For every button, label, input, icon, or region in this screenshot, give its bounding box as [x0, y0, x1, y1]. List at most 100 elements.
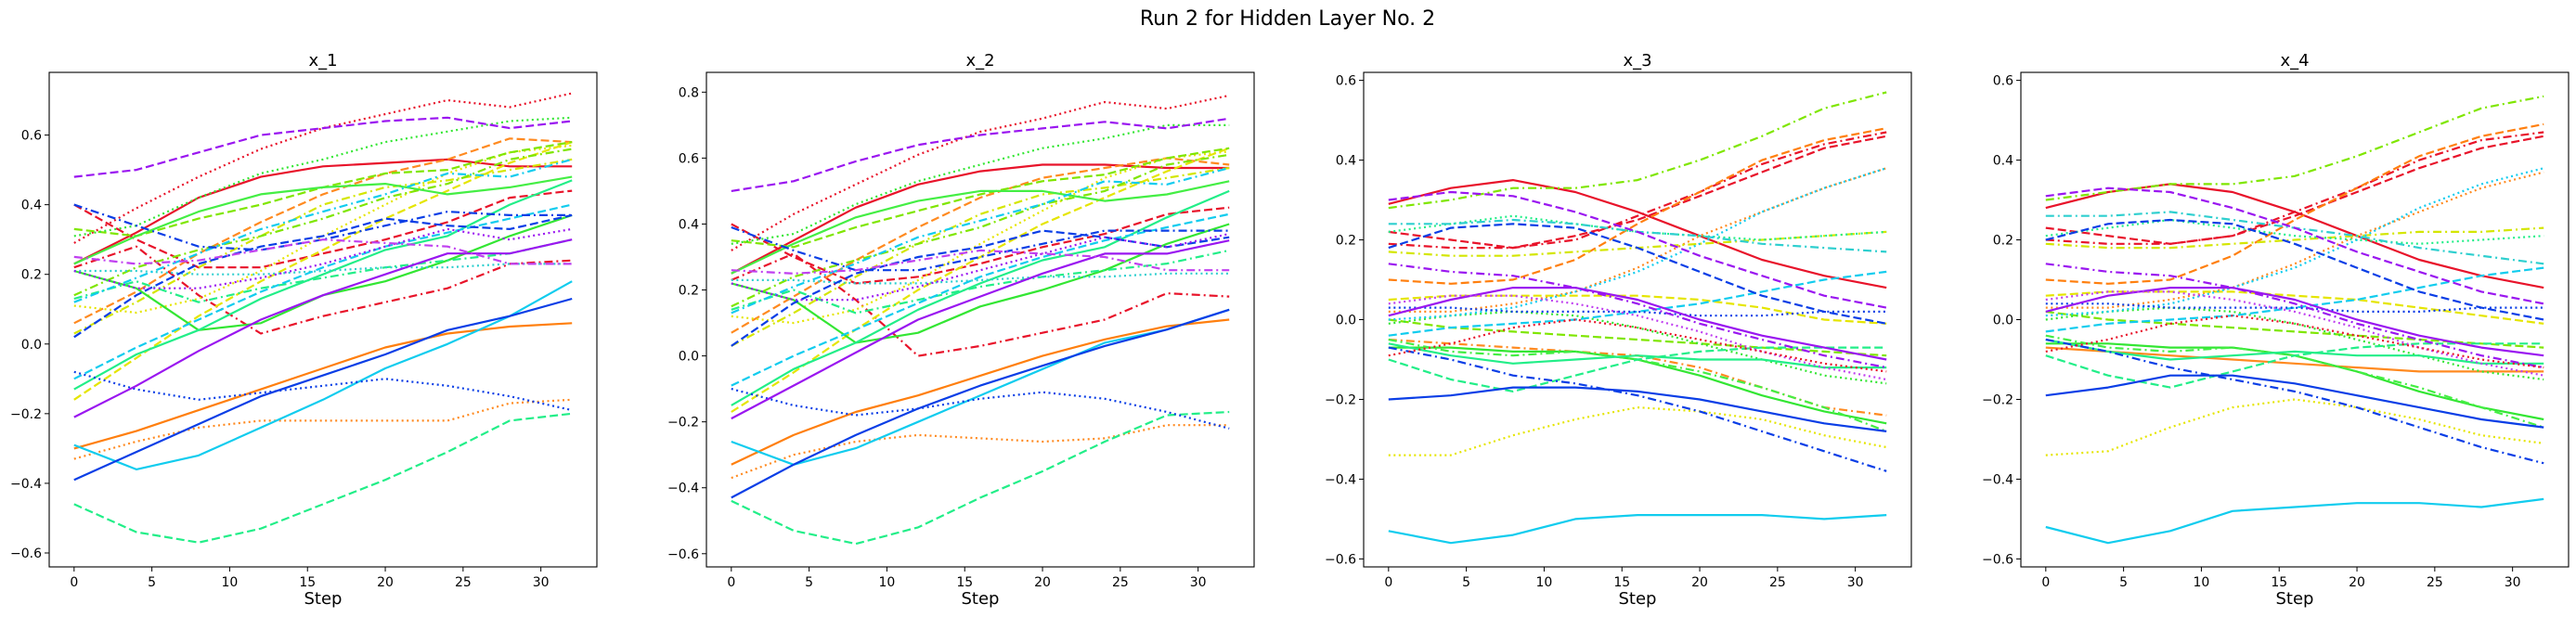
series-line-25: [73, 213, 573, 339]
series-line-4: [2045, 122, 2544, 285]
x-tick-label: 20: [377, 575, 394, 590]
series-line-6: [2045, 346, 2544, 373]
series-line-5: [731, 318, 1230, 466]
series-line-22: [73, 158, 573, 303]
y-tick-label: 0.8: [679, 85, 699, 100]
series-line-29: [73, 227, 573, 289]
y-tick-label: −0.4: [10, 477, 42, 492]
y-tick-label: −0.4: [1982, 472, 2013, 487]
x-tick-label: 20: [1691, 575, 1708, 590]
x-tick-label: 25: [1769, 575, 1786, 590]
series-line-14: [73, 116, 573, 238]
series-line-25: [1388, 306, 1887, 317]
y-tick-label: 0.2: [1336, 234, 1356, 249]
series-line-17: [731, 189, 1230, 406]
series-group: [2045, 95, 2544, 545]
series-line-28: [73, 116, 573, 178]
y-tick-label: 0.0: [21, 338, 42, 353]
series-line-21: [2045, 266, 2544, 333]
series-line-1: [1388, 179, 1887, 289]
series-line-23: [731, 308, 1230, 499]
x-axis-label: Step: [1619, 589, 1657, 609]
series-line-26: [731, 225, 1230, 272]
series-line-10: [731, 166, 1230, 347]
subplot-title: x_3: [1623, 51, 1651, 71]
series-line-23: [73, 297, 573, 482]
x-tick-label: 15: [956, 575, 973, 590]
subplot-x4: x_4 0 5 10 15 20 25 30 −0.6 −0.4 −0.2 0.0 0.2 0.4 0.6 S…: [1982, 51, 2570, 609]
series-line-3: [1388, 131, 1887, 250]
series-line-13: [1388, 310, 1887, 385]
series-line-21: [73, 203, 573, 380]
x-tick-label: 15: [2271, 575, 2287, 590]
series-line-23: [2045, 218, 2544, 321]
series-line-6: [73, 398, 573, 460]
x-tick-label: 10: [1536, 575, 1553, 590]
x-tick-label: 0: [2041, 575, 2050, 590]
series-line-24: [2045, 338, 2544, 465]
series-line-27: [73, 238, 573, 418]
series-line-11: [2045, 310, 2544, 349]
series-line-9: [731, 147, 1230, 413]
series-group: [731, 94, 1230, 546]
series-line-22: [2045, 374, 2544, 429]
series-line-20: [73, 280, 573, 470]
series-line-1: [73, 158, 573, 265]
series-line-11: [1388, 318, 1887, 357]
subplot-x1: x_1 0 5 10 15 20 25 30 −0.6 −0.4 −0.2 0.0 0.2 0.4 0.6 S…: [10, 51, 598, 609]
series-line-20: [731, 308, 1230, 466]
series-line-28: [731, 117, 1230, 192]
series-line-26: [73, 203, 573, 251]
series-line-23: [1388, 223, 1887, 325]
axes-frame: [705, 71, 1255, 568]
x-tick-label: 5: [2119, 575, 2128, 590]
series-line-27: [731, 239, 1230, 420]
x-tick-label: 30: [533, 575, 550, 590]
series-line-4: [1388, 127, 1887, 285]
axes-frame: [2020, 71, 2570, 568]
series-line-28: [1388, 263, 1887, 369]
x-tick-label: 25: [455, 575, 472, 590]
series-line-22: [731, 166, 1230, 315]
series-line-16: [731, 410, 1230, 546]
series-line-19: [73, 263, 573, 276]
y-tick-label: 0.6: [1993, 74, 2013, 89]
x-tick-label: 25: [1112, 575, 1129, 590]
x-tick-label: 5: [805, 575, 813, 590]
y-tick-label: −0.2: [10, 407, 42, 422]
x-tick-label: 15: [1613, 575, 1630, 590]
series-line-8: [731, 150, 1230, 325]
x-tick-label: 5: [148, 575, 156, 590]
x-tick-label: 25: [2427, 575, 2443, 590]
series-line-9: [2045, 226, 2544, 250]
y-tick-label: 0.0: [679, 350, 699, 365]
series-line-16: [2045, 338, 2544, 365]
series-line-20: [1388, 167, 1887, 321]
series-line-16: [73, 412, 573, 544]
series-line-10: [73, 158, 573, 335]
series-line-12: [731, 153, 1230, 308]
x-tick-label: 10: [2194, 575, 2210, 590]
y-tick-label: 0.4: [679, 217, 699, 232]
series-line-14: [2045, 334, 2544, 429]
series-line-4: [73, 189, 573, 269]
y-tick-label: 0.6: [21, 129, 42, 144]
series-line-24: [1388, 346, 1887, 472]
series-line-24: [73, 370, 573, 412]
y-tick-label: −0.2: [667, 416, 699, 431]
y-tick-label: 0.2: [679, 284, 699, 299]
y-tick-label: 0.6: [1336, 74, 1356, 89]
y-tick-label: −0.6: [667, 547, 699, 562]
x-tick-label: 30: [1190, 575, 1207, 590]
y-tick-label: 0.4: [1993, 154, 2013, 169]
series-line-15: [1388, 346, 1887, 392]
x-tick-label: 10: [879, 575, 896, 590]
series-line-15: [2045, 342, 2544, 389]
series-line-15: [731, 180, 1230, 275]
series-line-30: [73, 238, 573, 265]
series-line-13: [731, 223, 1230, 344]
series-group: [1388, 91, 1887, 545]
series-line-10: [2045, 95, 2544, 201]
series-line-9: [73, 141, 573, 401]
series-line-19: [731, 272, 1230, 285]
